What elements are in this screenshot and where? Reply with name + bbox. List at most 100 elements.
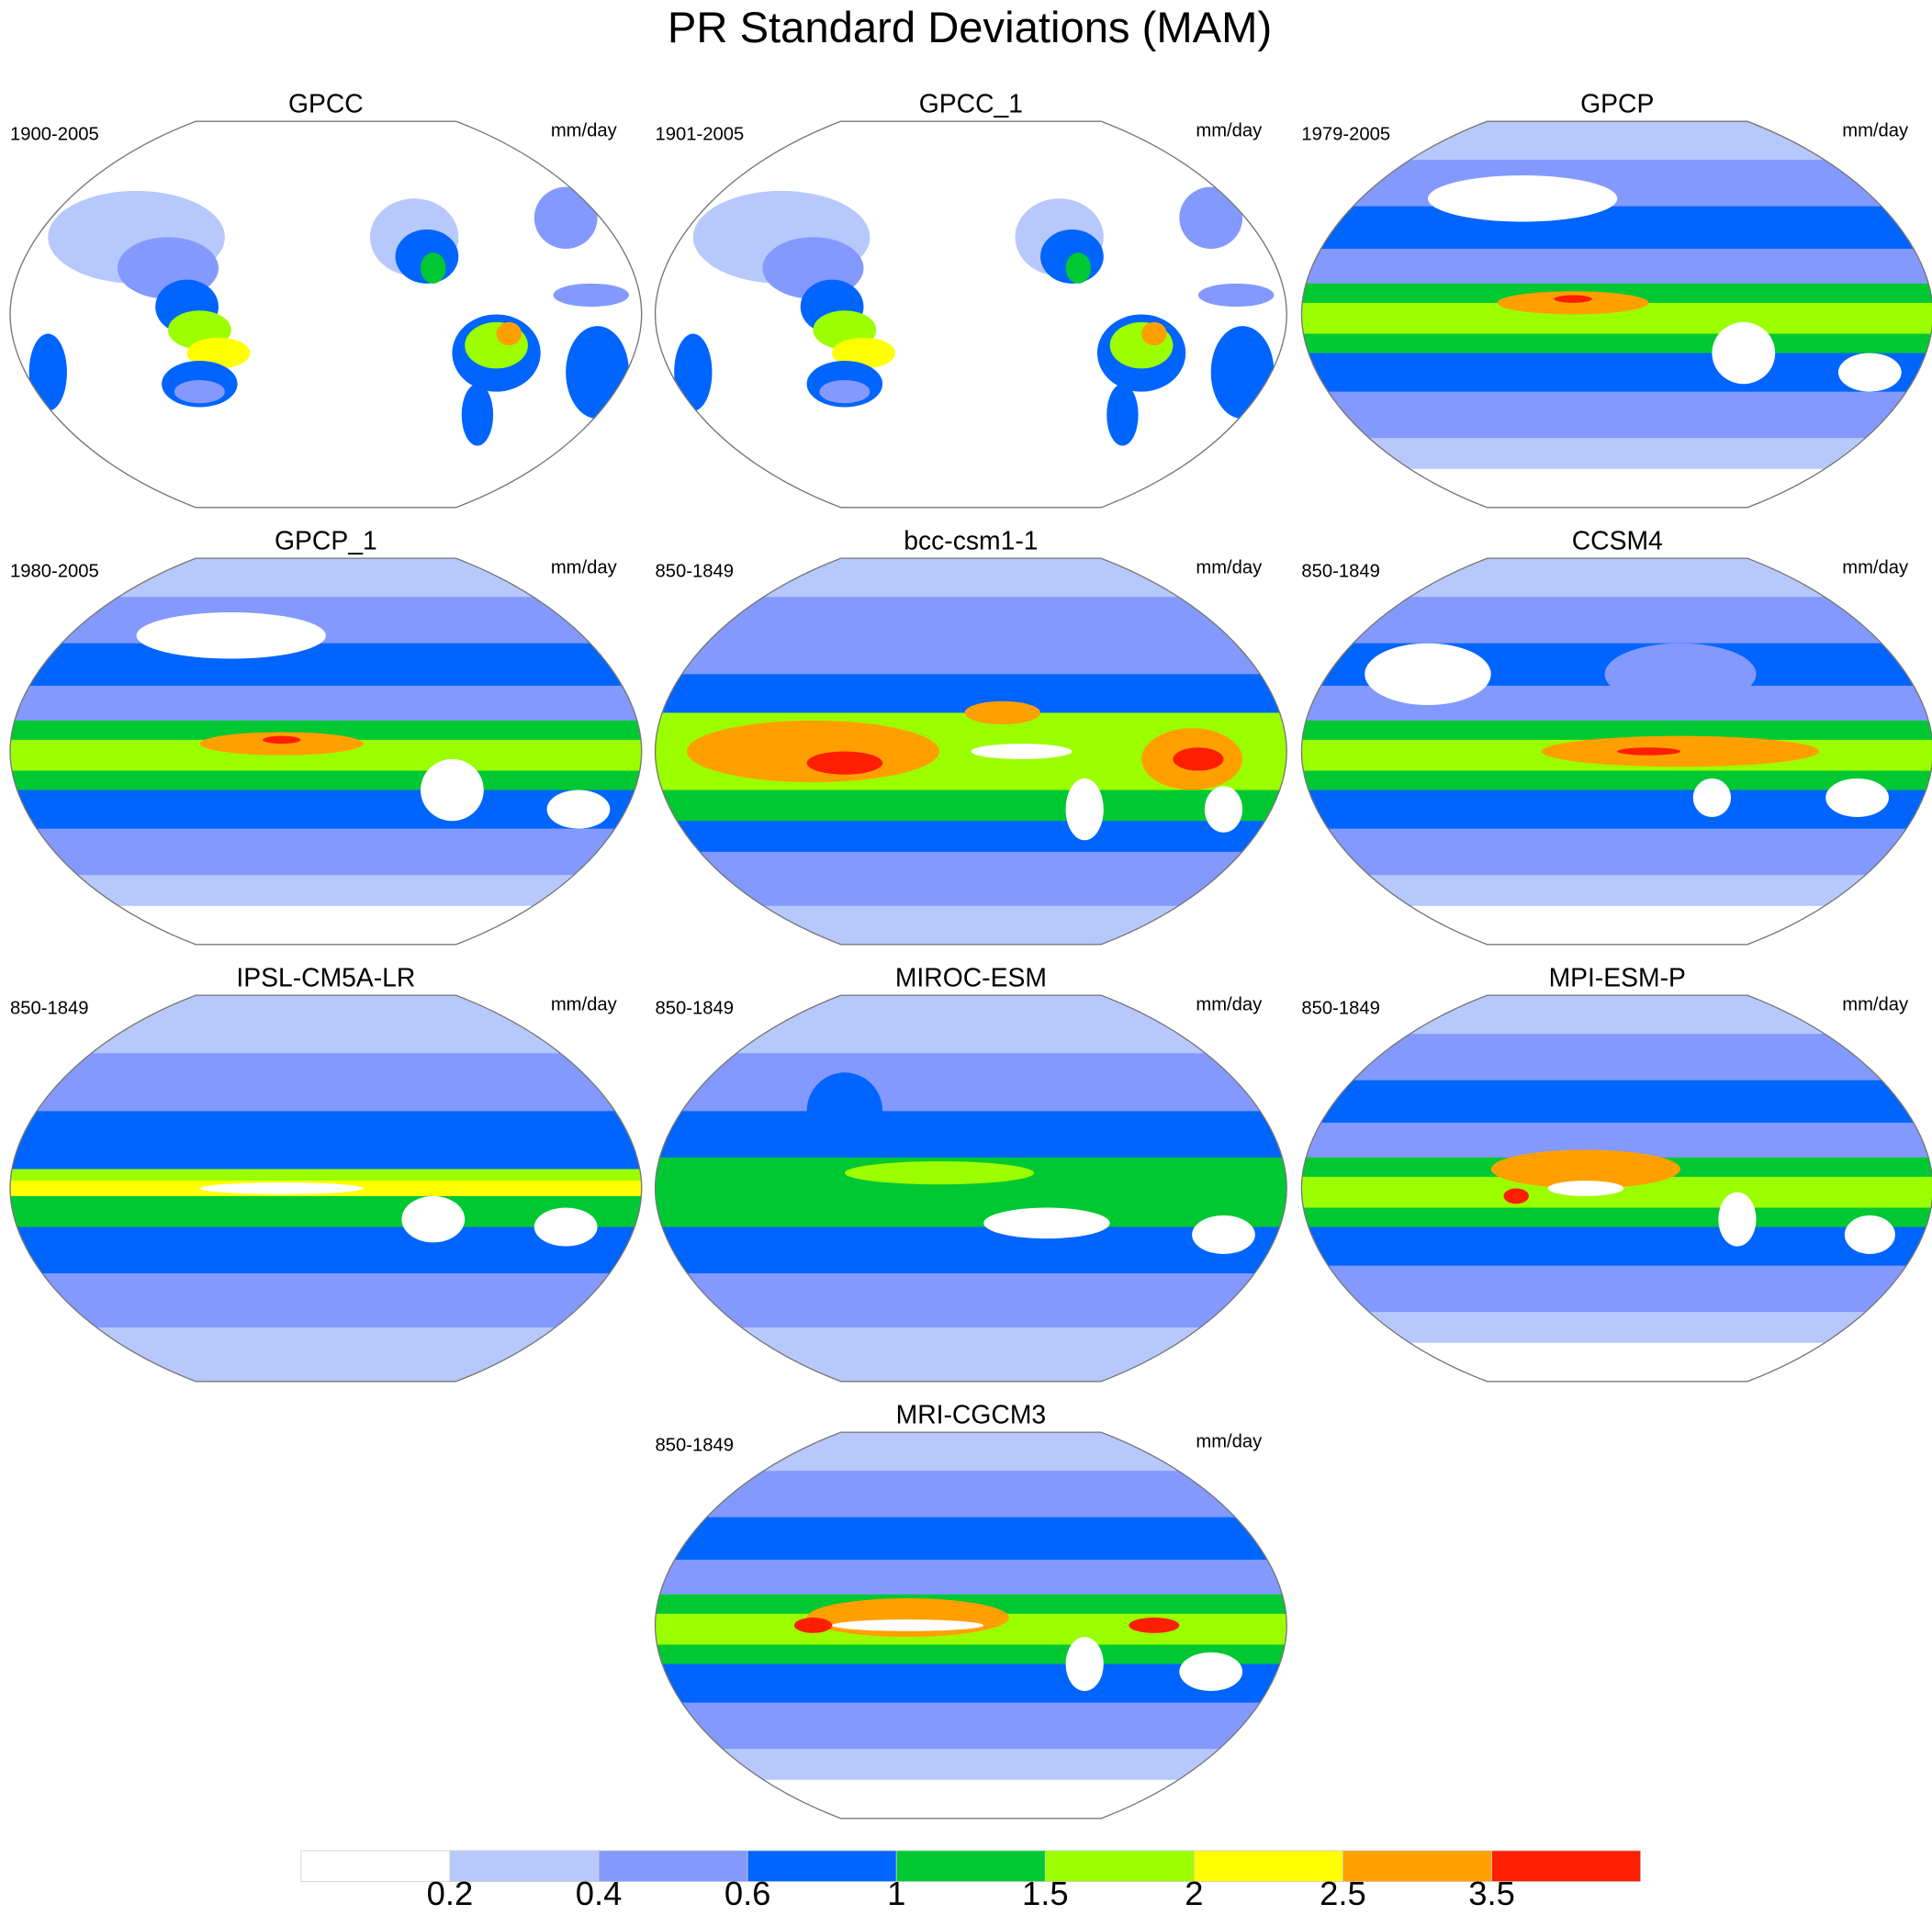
contour-band: [1301, 1207, 1932, 1228]
contour-region: [983, 1207, 1110, 1239]
contour-band: [1301, 353, 1932, 393]
panel-units: mm/day: [1196, 120, 1263, 140]
contour-band: [10, 1169, 642, 1181]
contour-region: [136, 612, 326, 659]
panel-units: mm/day: [551, 557, 618, 577]
map-panel: IPSL-CM5A-LR 850-1849 mm/day: [9, 963, 643, 1383]
contour-band: [1301, 597, 1932, 644]
panel-title: GPCP: [1580, 89, 1654, 118]
map-outline: [9, 994, 643, 1383]
contour-band: [10, 643, 642, 687]
map-panel: GPCP_1 1980-2005 mm/day: [9, 526, 643, 946]
contour-band: [1301, 391, 1932, 439]
contour-region: [1837, 353, 1902, 392]
contour-band: [10, 1327, 642, 1382]
map-outline: [654, 1431, 1287, 1820]
contour-band: [1301, 333, 1932, 354]
contour-region: [496, 321, 522, 346]
contour-band: [655, 1749, 1287, 1781]
colorbar-box: [1044, 1850, 1195, 1882]
contour-band: [10, 685, 642, 722]
contour-band: [10, 790, 642, 830]
colorbar: 0.2 0.4 0.6 1 1.5 2 2.5 3.5: [300, 1850, 1642, 1912]
contour-band: [1301, 1265, 1932, 1313]
colorbar-tick-label: 2: [1185, 1875, 1203, 1912]
panel-title: GPCP_1: [275, 526, 377, 555]
contour-region: [534, 1207, 598, 1247]
contour-band: [1301, 770, 1932, 791]
contour-region: [1604, 643, 1757, 706]
colorbar-tick-label: 3.5: [1468, 1875, 1515, 1912]
contour-band: [655, 1644, 1287, 1665]
panel-period: 850-1849: [10, 998, 88, 1018]
contour-region: [1554, 295, 1592, 303]
contour-band: [1301, 720, 1932, 741]
contour-band: [655, 1559, 1287, 1596]
colorbar-box: [598, 1850, 748, 1882]
colorbar-tick-label: 0.2: [427, 1875, 474, 1912]
contour-region: [1129, 1618, 1180, 1633]
contour-band: [10, 828, 642, 876]
panel-title: IPSL-CM5A-LR: [236, 963, 415, 992]
contour-band: [1301, 828, 1932, 876]
contour-region: [1617, 747, 1681, 756]
colorbar-tick-label: 2.5: [1320, 1875, 1366, 1912]
map-field: [1301, 558, 1932, 945]
contour-band: [655, 1471, 1287, 1518]
contour-band: [655, 851, 1287, 907]
contour-band: [655, 790, 1287, 822]
contour-band: [655, 1517, 1287, 1561]
panel-units: mm/day: [551, 994, 618, 1014]
contour-region: [806, 751, 883, 775]
contour-region: [832, 337, 895, 369]
contour-region: [1427, 175, 1618, 222]
contour-region: [1497, 291, 1649, 315]
contour-band: [1301, 248, 1932, 285]
panel-period: 850-1849: [656, 561, 734, 581]
map-outline: [654, 557, 1287, 946]
map-field: [10, 995, 642, 1382]
panel-units: mm/day: [1842, 994, 1909, 1014]
contour-region: [199, 732, 365, 756]
map-outline: [9, 557, 643, 946]
colorbar-box: [449, 1850, 600, 1882]
contour-region: [553, 283, 629, 308]
colorbar-box: [300, 1850, 451, 1882]
contour-band: [10, 875, 642, 907]
colorbar-box: [1342, 1850, 1492, 1882]
contour-band: [10, 905, 642, 945]
map-panel: CCSM4 850-1849 mm/day: [1300, 526, 1932, 946]
map-outline: [1300, 120, 1932, 509]
contour-region: [421, 758, 484, 822]
map-panel: GPCP 1979-2005 mm/day: [1300, 89, 1932, 509]
panel-title: CCSM4: [1572, 526, 1663, 555]
contour-region: [674, 333, 713, 411]
panel-title: GPCC_1: [919, 89, 1023, 118]
contour-region: [964, 700, 1041, 725]
panels: GPCC 1900-2005 mm/day GPCC_1 1901-2005 mm/day…: [9, 89, 1932, 1820]
contour-band: [655, 1432, 1287, 1472]
contour-region: [461, 384, 494, 446]
map-background: [10, 121, 642, 508]
colorbar-tick-label: 1: [887, 1875, 905, 1912]
contour-band: [1301, 1312, 1932, 1344]
colorbar-tick-label: 0.6: [724, 1875, 771, 1912]
contour-region: [793, 1618, 833, 1633]
contour-region: [28, 333, 67, 411]
panel-units: mm/day: [1196, 557, 1263, 577]
contour-band: [10, 1226, 642, 1274]
panel-title: MPI-ESM-P: [1549, 963, 1686, 992]
contour-band: [655, 1273, 1287, 1328]
contour-region: [1204, 786, 1243, 833]
map-field: [1301, 995, 1932, 1382]
map-panel: GPCC_1 1901-2005 mm/day: [654, 89, 1287, 509]
contour-band: [10, 1111, 642, 1170]
contour-region: [971, 744, 1073, 759]
map-field: [655, 995, 1287, 1382]
map-field: [655, 558, 1287, 945]
map-outline: [654, 120, 1287, 509]
map-background: [655, 121, 1287, 508]
contour-band: [655, 597, 1287, 676]
contour-band: [655, 1779, 1287, 1819]
contour-region: [566, 326, 629, 420]
